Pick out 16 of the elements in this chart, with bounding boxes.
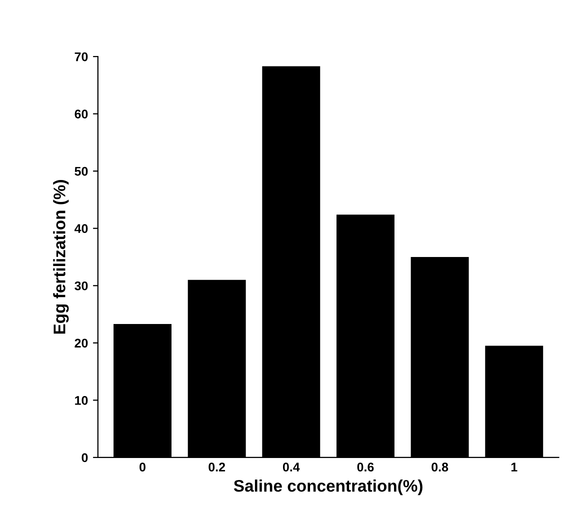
y-tick-label: 40 [74, 224, 88, 234]
x-tick-label: 0.6 [357, 462, 374, 472]
x-tick-label: 0.2 [208, 462, 226, 472]
x-tick-label: 0.4 [282, 462, 300, 472]
y-tick-label: 50 [74, 166, 88, 176]
y-tick-label: 0 [82, 453, 88, 462]
y-tick-label: 20 [74, 338, 88, 348]
x-tick-label: 1 [511, 462, 518, 472]
y-tick-label: 60 [74, 110, 88, 118]
y-tick-label: 30 [74, 281, 88, 290]
x-axis-title: Saline concentration(%) [234, 480, 422, 496]
y-tick-label: 10 [75, 396, 88, 405]
x-tick-label: 0.8 [432, 462, 448, 472]
x-tick-label: 0 [140, 462, 146, 472]
y-tick-label: 70 [74, 52, 88, 62]
y-axis-title: Egg fertilization (%) [53, 180, 69, 334]
